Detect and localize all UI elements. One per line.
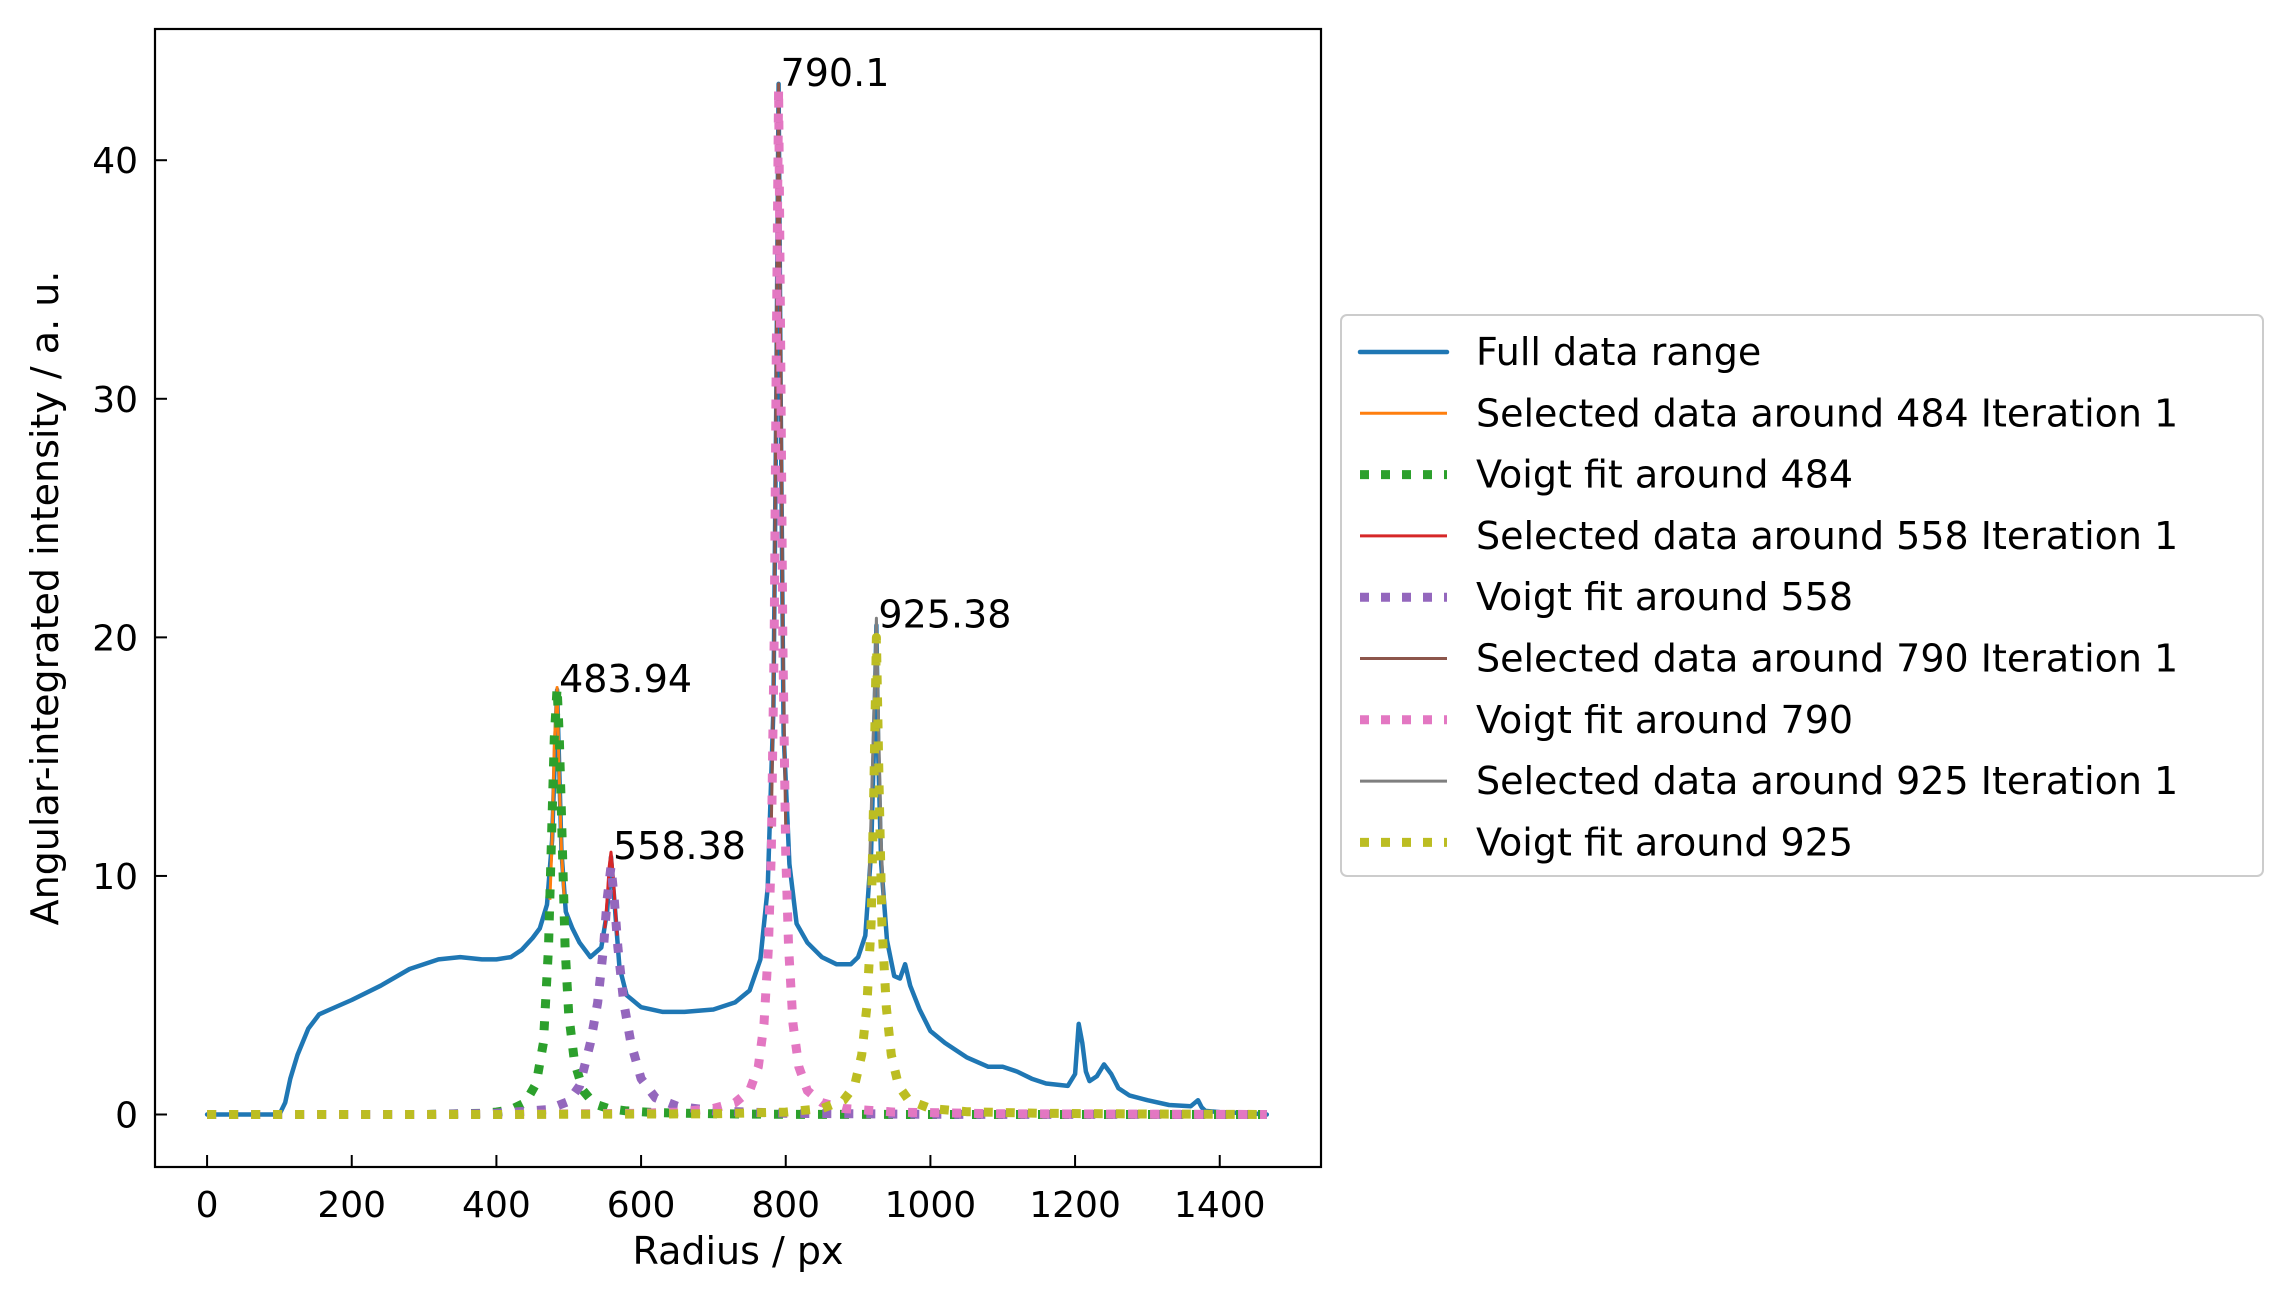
x-tick-label: 400 (462, 1185, 531, 1226)
peak-annotation: 558.38 (613, 824, 746, 868)
plot-frame (153, 27, 1323, 1169)
x-tick-label: 1200 (1029, 1185, 1121, 1226)
legend-label: Selected data around 558 Iteration 1 (1476, 514, 2178, 558)
legend: Full data range Selected data around 484 … (1340, 314, 2264, 877)
peak-annotation: 483.94 (559, 657, 692, 701)
series-layer (204, 81, 1270, 1119)
y-tick-label: 10 (92, 857, 138, 898)
y-tick-label: 30 (92, 380, 138, 421)
x-tick-label: 800 (751, 1185, 820, 1226)
series-line-voigt-fit-around-925 (207, 632, 1267, 1119)
series-line-full-data-range (204, 81, 1270, 1117)
x-tick-label: 1400 (1174, 1185, 1266, 1226)
series-line-selected-data-around-790-iteration-1 (769, 82, 788, 829)
peak-annotation: 925.38 (878, 592, 1011, 636)
y-tick-label: 20 (92, 618, 138, 659)
legend-label: Voigt fit around 558 (1476, 575, 1853, 619)
legend-label: Voigt fit around 925 (1476, 820, 1853, 864)
peak-annotation: 790.1 (781, 51, 890, 95)
legend-label: Selected data around 484 Iteration 1 (1476, 391, 2178, 435)
y-tick-label: 0 (115, 1096, 138, 1137)
x-tick-label: 600 (607, 1185, 676, 1226)
series-line-voigt-fit-around-790 (207, 84, 1267, 1119)
legend-frame (1340, 314, 2264, 877)
annotations: 790.1 925.38 483.94 558.38 (559, 51, 1011, 868)
x-axis-label: Radius / px (633, 1229, 844, 1273)
x-tick-label: 0 (196, 1185, 219, 1226)
axis-ticks: 0 200 400 600 800 1000 1200 1400 0 10 20 30 40 (92, 141, 1265, 1226)
legend-label: Voigt fit around 790 (1476, 698, 1853, 742)
x-tick-label: 1000 (885, 1185, 977, 1226)
legend-label: Full data range (1476, 330, 1761, 374)
legend-label: Selected data around 925 Iteration 1 (1476, 759, 2178, 803)
y-axis-label: Angular-integrated intensity / a. u. (23, 271, 67, 926)
legend-label: Voigt fit around 484 (1476, 453, 1853, 497)
legend-items: Full data range Selected data around 484 … (1357, 330, 2178, 864)
x-tick-label: 200 (317, 1185, 386, 1226)
y-tick-label: 40 (92, 141, 138, 182)
series-line-voigt-fit-around-484 (207, 683, 1267, 1119)
legend-label: Selected data around 790 Iteration 1 (1476, 637, 2178, 681)
